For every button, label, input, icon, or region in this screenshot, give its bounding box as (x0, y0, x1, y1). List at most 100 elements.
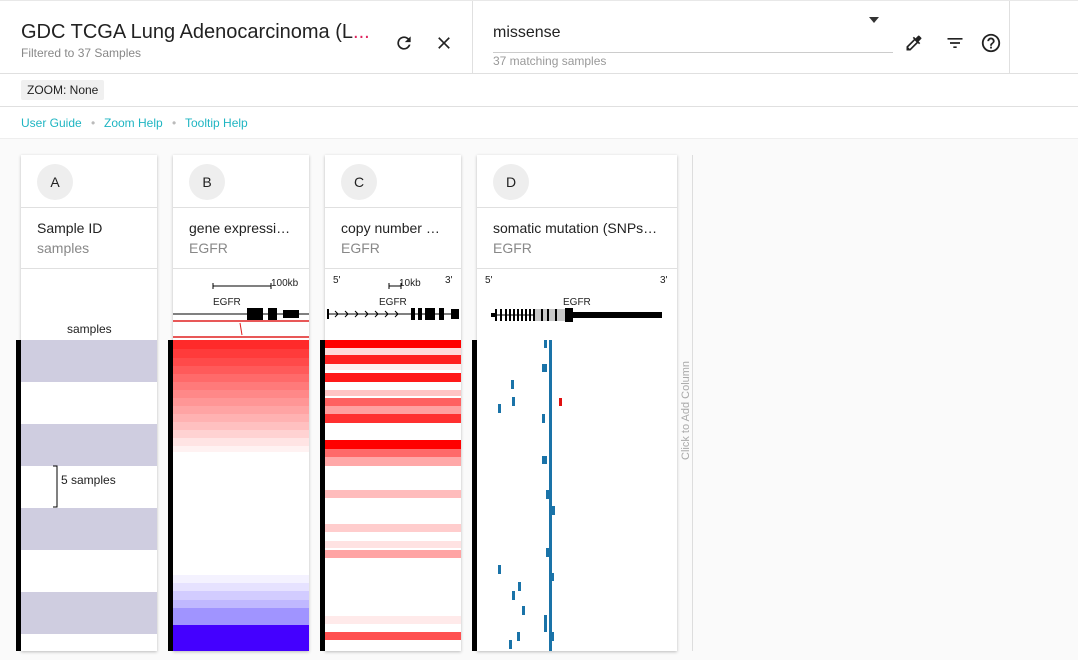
close-icon (438, 37, 450, 49)
five-prime-label: 5' (333, 275, 341, 286)
scale-label: 100kb (271, 278, 299, 289)
column-c-data[interactable] (325, 340, 461, 651)
column-b-title-text: gene expressi… (189, 220, 291, 236)
mutation-mark (552, 506, 555, 515)
column-b-badge[interactable]: B (189, 164, 225, 200)
exon-region-grey (535, 309, 565, 321)
expr-row (173, 390, 309, 398)
expr-row (173, 366, 309, 374)
header-divider-right (1009, 1, 1010, 74)
search-help-text: 37 matching samples (493, 54, 607, 68)
cnv-row (325, 541, 461, 548)
color-picker-button[interactable] (900, 29, 928, 57)
zoom-chip[interactable]: ZOOM: None (21, 80, 105, 100)
column-b-drag-bar[interactable] (168, 340, 173, 651)
mutation-mark (517, 632, 520, 641)
column-a-drag-bar[interactable] (16, 340, 21, 651)
chevron-down-icon[interactable] (869, 17, 879, 23)
cnv-row (325, 340, 461, 348)
filter-button[interactable] (941, 29, 969, 57)
column-d-data[interactable] (477, 340, 677, 651)
expr-row (173, 422, 309, 430)
column-d-drag-bar[interactable] (472, 340, 477, 651)
column-b-header[interactable]: B (173, 155, 309, 208)
mutation-mark (546, 548, 549, 557)
exon-tick (533, 309, 535, 321)
add-column-divider (692, 155, 693, 651)
expr-row (173, 575, 309, 583)
sample-band (21, 508, 157, 550)
expr-row (173, 398, 309, 406)
column-a-data[interactable]: 5 samples (21, 340, 157, 651)
column-a-badge[interactable]: A (37, 164, 73, 200)
mutation-mark (509, 640, 512, 649)
help-button[interactable] (977, 29, 1005, 57)
exon-tick (500, 309, 502, 321)
column-a-subtitle: samples (37, 240, 90, 256)
mutation-mark (518, 582, 521, 591)
cnv-row (325, 524, 461, 532)
column-d-header[interactable]: D (477, 155, 677, 208)
exon-block (439, 308, 444, 320)
mutation-mark (511, 380, 514, 389)
column-b-data[interactable] (173, 340, 309, 651)
mutation-mark (498, 404, 501, 413)
sample-band (21, 592, 157, 634)
add-column-button[interactable]: Click to Add Column (680, 360, 692, 460)
tooltip-help-link[interactable]: Tooltip Help (185, 116, 248, 130)
column-a-header[interactable]: A (21, 155, 157, 208)
title-text: GDC TCGA Lung Adenocarcinoma (L (21, 21, 354, 43)
zoom-help-link[interactable]: Zoom Help (104, 116, 163, 130)
utr-block (573, 312, 662, 318)
exon-block (327, 309, 329, 319)
column-c-header[interactable]: C (325, 155, 461, 208)
column-c-drag-bar[interactable] (320, 340, 325, 651)
expr-row (173, 358, 309, 366)
cnv-row (325, 616, 461, 624)
column-c-badge[interactable]: C (341, 164, 377, 200)
mutation-mark (542, 414, 545, 423)
exon-tick (505, 309, 507, 321)
five-prime-label: 5' (485, 275, 493, 286)
column-a-title[interactable]: Sample ID samples (21, 208, 157, 269)
column-a-title-text: Sample ID (37, 220, 103, 236)
column-d-title[interactable]: somatic mutation (SNPs… EGFR (477, 208, 677, 269)
expr-row (173, 446, 309, 452)
exon-tick (547, 309, 549, 321)
mutation-mark (551, 573, 554, 581)
column-c-title-text: copy number … (341, 220, 440, 236)
exon-block (565, 308, 573, 322)
refresh-button[interactable] (390, 29, 418, 57)
user-guide-link[interactable]: User Guide (21, 116, 82, 130)
filter-icon (947, 38, 963, 48)
gene-label: EGFR (379, 297, 407, 308)
column-b-title[interactable]: gene expressi… EGFR (173, 208, 309, 269)
scale-bar (388, 283, 402, 289)
mutation-mark (551, 632, 554, 641)
column-c-title[interactable]: copy number … EGFR (325, 208, 461, 269)
title-ellipsis: ... (353, 21, 370, 43)
column-d-badge[interactable]: D (493, 164, 529, 200)
column-d-subtitle: EGFR (493, 240, 532, 256)
help-icon (981, 33, 1001, 53)
mutation-mark-alt (559, 398, 562, 406)
close-button[interactable] (430, 29, 458, 57)
column-d-title-text: somatic mutation (SNPs… (493, 220, 658, 236)
gene-label: EGFR (213, 297, 241, 308)
expr-row (173, 583, 309, 591)
cnv-row (325, 398, 461, 406)
gene-label: EGFR (563, 297, 591, 308)
exon-tick (525, 309, 527, 321)
cnv-row (325, 457, 461, 466)
exon-block (247, 308, 263, 320)
expr-row (173, 340, 309, 349)
mutation-mark (544, 623, 547, 632)
exon-tick (495, 309, 497, 321)
expr-row (173, 406, 309, 414)
exon-block (418, 308, 422, 320)
expr-row (173, 382, 309, 390)
scale-label: 10kb (399, 278, 421, 289)
mutation-mark (542, 364, 547, 372)
search-input[interactable]: missense (493, 24, 561, 41)
zoom-bar: ZOOM: None (0, 74, 1078, 107)
